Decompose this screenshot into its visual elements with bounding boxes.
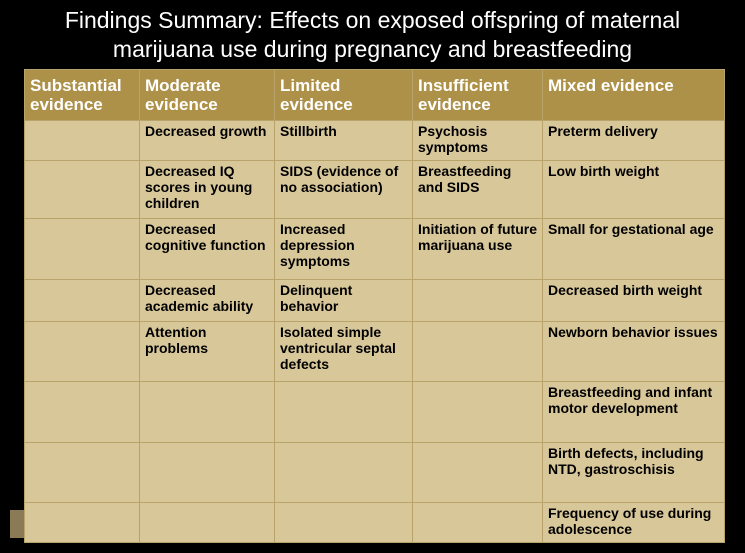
table-cell: Initiation of future marijuana use — [412, 218, 543, 280]
table-cell: Psychosis symptoms — [412, 120, 543, 161]
decorative-accent — [10, 510, 24, 538]
header-row: Substantial evidence Moderate evidence Lim… — [24, 69, 725, 121]
table-cell: Isolated simple ventricular septal defec… — [274, 321, 413, 382]
slide-title: Findings Summary: Effects on exposed off… — [0, 6, 745, 64]
table-cell — [24, 442, 140, 503]
table-cell: Frequency of use during adolescence — [542, 502, 725, 543]
table-cell: Decreased cognitive function — [139, 218, 275, 280]
table-cell: Increased depression symptoms — [274, 218, 413, 280]
table-cell: Birth defects, including NTD, gastroschi… — [542, 442, 725, 503]
table-cell — [24, 321, 140, 382]
table-cell — [412, 502, 543, 543]
table-cell: Breastfeeding and infant motor developme… — [542, 381, 725, 443]
table-cell — [412, 321, 543, 382]
table-cell: Low birth weight — [542, 160, 725, 219]
table-cell — [24, 279, 140, 322]
table-cell: Preterm delivery — [542, 120, 725, 161]
table-cell — [24, 502, 140, 543]
table-cell — [274, 502, 413, 543]
table-cell — [139, 502, 275, 543]
table-cell — [24, 120, 140, 161]
table-cell: Newborn behavior issues — [542, 321, 725, 382]
title-line-1: Findings Summary: Effects on exposed off… — [64, 7, 681, 33]
table-cell: Small for gestational age — [542, 218, 725, 280]
header-limited-evidence: Limited evidence — [274, 69, 413, 121]
table-cell — [24, 381, 140, 443]
table-cell — [139, 442, 275, 503]
table-cell: Stillbirth — [274, 120, 413, 161]
table-cell — [412, 442, 543, 503]
header-substantial-evidence: Substantial evidence — [24, 69, 140, 121]
table-cell — [24, 218, 140, 280]
title-line-2: marijuana use during pregnancy and breas… — [112, 36, 633, 62]
table-cell: Decreased academic ability — [139, 279, 275, 322]
table-cell: SIDS (evidence of no association) — [274, 160, 413, 219]
table-cell: Breastfeeding and SIDS — [412, 160, 543, 219]
table-cell: Decreased IQ scores in young children — [139, 160, 275, 219]
table-row: Birth defects, including NTD, gastroschi… — [24, 442, 725, 503]
table-row: Decreased cognitive function Increased d… — [24, 218, 725, 280]
table-row: Decreased academic ability Delinquent be… — [24, 279, 725, 322]
header-mixed-evidence: Mixed evidence — [542, 69, 725, 121]
table-cell — [274, 442, 413, 503]
table-row: Attention problems Isolated simple ventr… — [24, 321, 725, 382]
table-cell — [24, 160, 140, 219]
header-insufficient-evidence: Insufficient evidence — [412, 69, 543, 121]
table-row: Breastfeeding and infant motor developme… — [24, 381, 725, 443]
findings-table: Substantial evidence Moderate evidence Lim… — [24, 69, 725, 543]
header-moderate-evidence: Moderate evidence — [139, 69, 275, 121]
table-cell — [412, 381, 543, 443]
table-cell: Decreased growth — [139, 120, 275, 161]
table-row: Decreased IQ scores in young children SI… — [24, 160, 725, 219]
table-row: Decreased growth Stillbirth Psychosis sy… — [24, 120, 725, 161]
table-row: Frequency of use during adolescence — [24, 502, 725, 543]
table-cell: Delinquent behavior — [274, 279, 413, 322]
table-cell — [412, 279, 543, 322]
table-cell — [274, 381, 413, 443]
table-cell: Decreased birth weight — [542, 279, 725, 322]
table-cell — [139, 381, 275, 443]
table-cell: Attention problems — [139, 321, 275, 382]
